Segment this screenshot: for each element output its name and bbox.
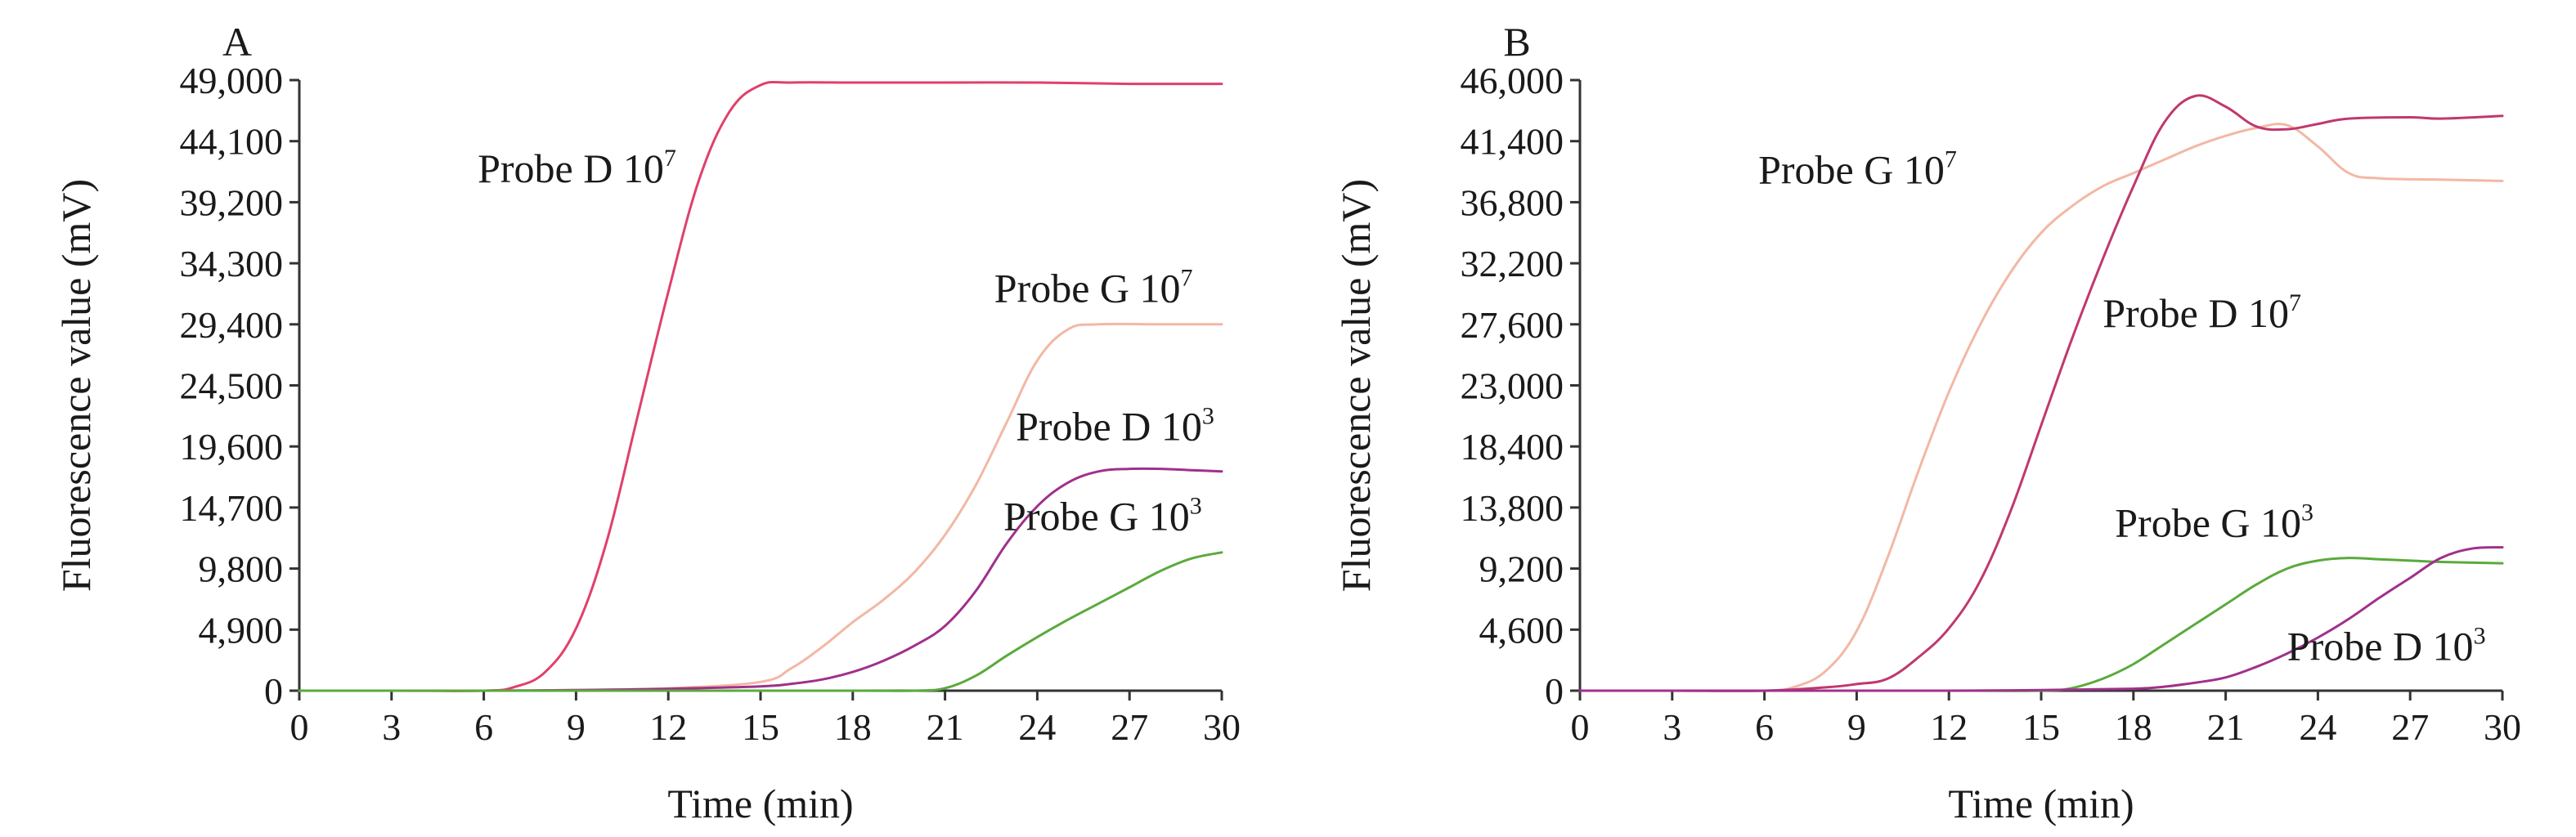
annotation-text: Probe D 10 (1016, 404, 1202, 450)
x-tick-label: 18 (834, 706, 872, 748)
x-tick-label: 3 (1663, 706, 1681, 748)
y-tick-label: 4,900 (199, 609, 284, 651)
x-tick-label: 21 (927, 706, 964, 748)
y-tick-label: 24,500 (180, 365, 284, 407)
x-tick-label: 24 (2299, 706, 2336, 748)
x-axis-title: Time (min) (667, 781, 853, 826)
series-annotation: Probe G 103 (2115, 499, 2313, 546)
y-tick-label: 9,200 (1479, 548, 1564, 590)
annotation-exponent: 3 (2301, 499, 2313, 526)
y-tick-label: 23,000 (1461, 365, 1564, 407)
x-tick-label: 24 (1018, 706, 1056, 748)
x-tick-label: 27 (1111, 706, 1148, 748)
x-tick-label: 9 (1847, 706, 1866, 748)
annotation-exponent: 7 (2289, 289, 2301, 316)
annotation-text: Probe D 10 (2287, 624, 2474, 669)
series-annotation: Probe G 107 (994, 264, 1193, 311)
y-tick-label: 0 (264, 670, 283, 712)
series-line-probe-d-107 (1578, 94, 2504, 692)
x-tick-label: 6 (474, 706, 493, 748)
y-tick-label: 49,000 (180, 60, 284, 101)
x-tick-label: 15 (742, 706, 779, 748)
y-tick-label: 46,000 (1461, 60, 1564, 101)
annotation-text: Probe D 10 (2103, 290, 2289, 336)
x-tick-label: 6 (1755, 706, 1774, 748)
panel-label: B (1503, 19, 1530, 65)
panel-label: A (222, 19, 252, 65)
panel-a-fluorescence-chart: A 0 4,900 9,800 14,700 19,600 24,500 29,400 34,3… (53, 19, 1241, 826)
y-tick-label: 18,400 (1461, 426, 1564, 468)
annotation-text: Probe D 10 (478, 145, 664, 191)
series-line-probe-g-107 (1578, 123, 2504, 692)
y-tick-label: 36,800 (1461, 181, 1564, 223)
series-line-probe-d-107 (298, 80, 1223, 692)
y-tick-label: 27,600 (1461, 304, 1564, 346)
y-tick-label: 0 (1545, 670, 1564, 712)
series-line-probe-g-103 (298, 551, 1223, 692)
panel-b-fluorescence-chart: B 0 4,600 9,200 13,800 18,400 23,000 27,600 32,2… (1333, 19, 2521, 826)
y-tick-label: 32,200 (1461, 243, 1564, 284)
y-tick-label: 19,600 (180, 426, 284, 468)
annotation-exponent: 3 (2474, 623, 2486, 650)
annotation-text: Probe G 10 (994, 265, 1181, 311)
x-tick-label: 30 (1203, 706, 1241, 748)
x-tick-label: 9 (567, 706, 586, 748)
y-tick-label: 39,200 (180, 181, 284, 223)
y-axis-title: Fluorescence value (mV) (53, 179, 99, 592)
annotation-text: Probe G 10 (1758, 147, 1945, 193)
annotation-exponent: 7 (1181, 264, 1193, 291)
x-tick-label: 18 (2115, 706, 2152, 748)
y-tick-label: 29,400 (180, 304, 284, 346)
series-annotation: Probe D 107 (478, 145, 676, 191)
series-annotation: Probe D 103 (1016, 403, 1214, 450)
y-tick-label: 34,300 (180, 243, 284, 284)
y-tick-label: 41,400 (1461, 121, 1564, 163)
annotation-exponent: 7 (1945, 146, 1957, 173)
annotation-exponent: 7 (664, 145, 676, 172)
y-tick-label: 13,800 (1461, 487, 1564, 529)
y-tick-label: 9,800 (199, 548, 284, 590)
annotation-exponent: 3 (1190, 492, 1202, 519)
series-annotation: Probe G 107 (1758, 146, 1957, 193)
y-axis-title: Fluorescence value (mV) (1333, 179, 1379, 592)
y-tick-label: 14,700 (180, 487, 284, 529)
series-line-probe-d-103 (1578, 546, 2504, 692)
x-tick-label: 0 (1571, 706, 1590, 748)
series-annotation: Probe D 103 (2287, 623, 2486, 669)
x-axis-title: Time (min) (1948, 781, 2134, 826)
series-annotation: Probe G 103 (1003, 492, 1202, 539)
x-tick-label: 12 (649, 706, 687, 748)
x-tick-label: 12 (1930, 706, 1968, 748)
series-annotation: Probe D 107 (2103, 289, 2301, 336)
y-tick-label: 44,100 (180, 121, 284, 163)
annotation-text: Probe G 10 (1003, 493, 1190, 539)
y-tick-label: 4,600 (1479, 609, 1564, 651)
annotation-exponent: 3 (1202, 403, 1214, 430)
annotation-text: Probe G 10 (2115, 500, 2301, 546)
x-tick-label: 0 (290, 706, 309, 748)
x-tick-label: 15 (2022, 706, 2060, 748)
x-tick-label: 21 (2207, 706, 2245, 748)
x-tick-label: 27 (2391, 706, 2429, 748)
x-tick-label: 3 (382, 706, 401, 748)
x-tick-label: 30 (2484, 706, 2521, 748)
